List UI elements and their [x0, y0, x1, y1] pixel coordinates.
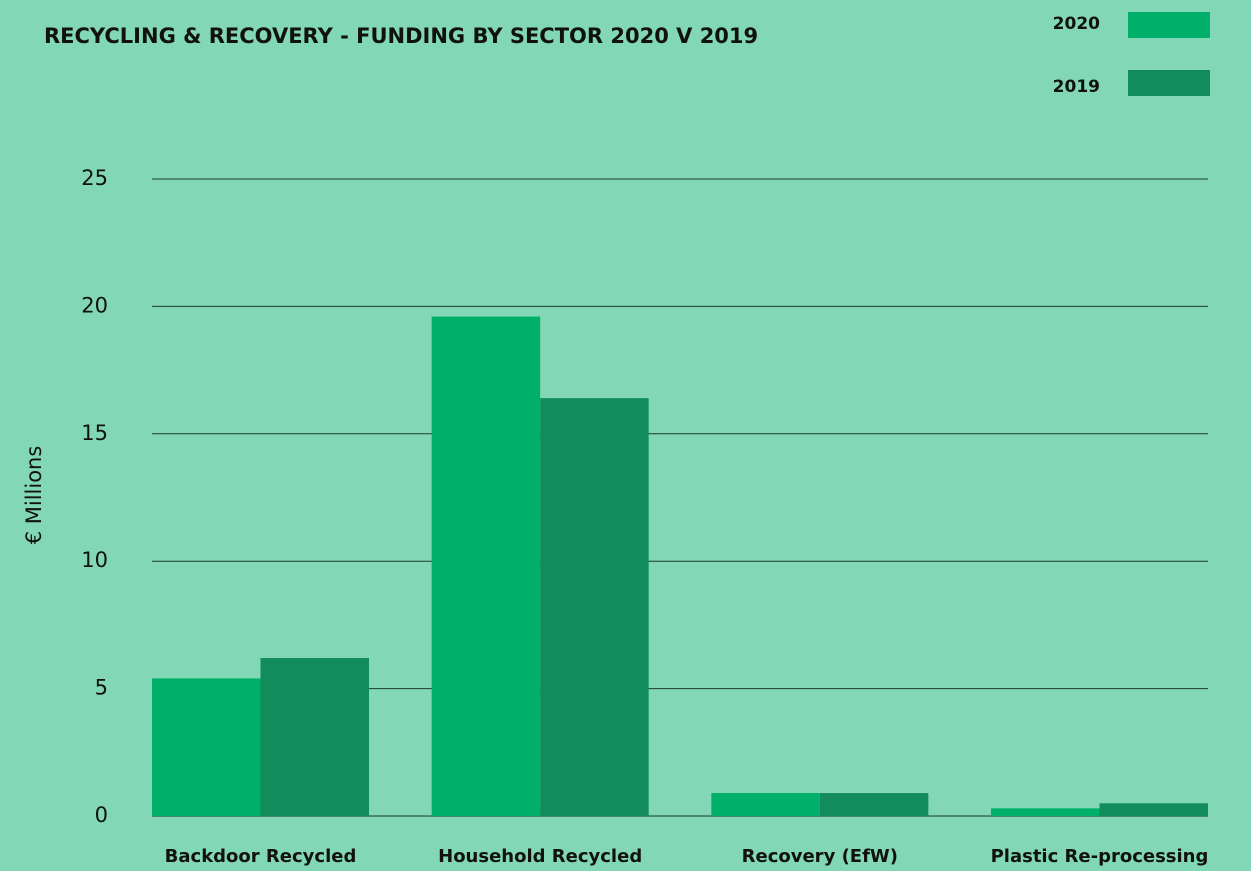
- bar: [260, 658, 369, 816]
- x-tick-label: Backdoor Recycled: [165, 846, 357, 867]
- bar: [711, 793, 820, 816]
- bar: [1099, 803, 1208, 816]
- y-axis-label: € Millions: [22, 446, 46, 545]
- y-tick-label: 10: [81, 548, 108, 572]
- bar: [819, 793, 929, 816]
- x-tick-label: Recovery (EfW): [742, 846, 898, 867]
- bar: [991, 808, 1100, 816]
- bar: [431, 316, 541, 816]
- y-tick-label: 20: [81, 293, 108, 317]
- y-tick-label: 15: [81, 421, 108, 445]
- legend-label: 2019: [1053, 77, 1100, 97]
- y-tick-label: 0: [95, 803, 108, 827]
- y-tick-label: 25: [81, 166, 108, 190]
- y-tick-label: 5: [95, 676, 108, 700]
- legend-swatch: [1128, 70, 1210, 96]
- legend-swatch: [1128, 12, 1210, 38]
- x-tick-label: Household Recycled: [438, 846, 642, 867]
- chart-title: RECYCLING & RECOVERY - FUNDING BY SECTOR…: [44, 24, 758, 48]
- x-tick-label: Plastic Re-processing: [991, 846, 1209, 867]
- legend-label: 2020: [1053, 14, 1100, 34]
- bar: [540, 398, 649, 816]
- bar: [152, 678, 261, 816]
